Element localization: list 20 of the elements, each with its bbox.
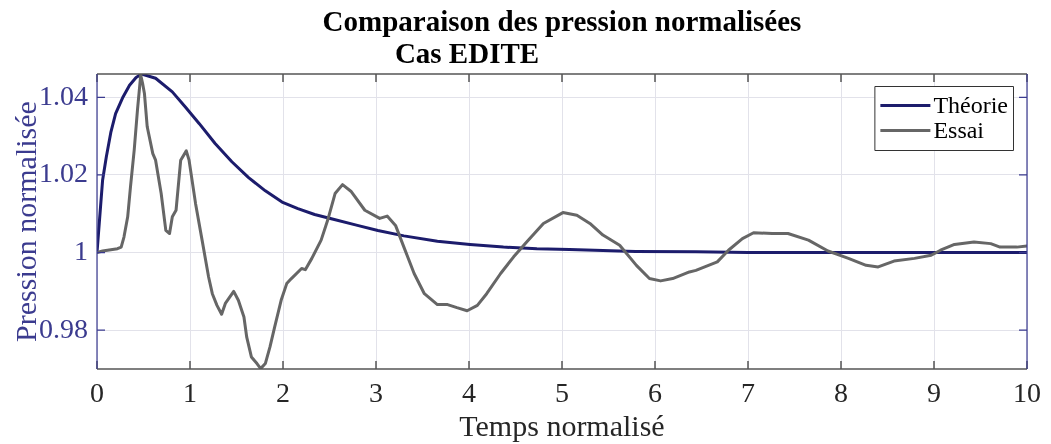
x-tick-label: 0 — [90, 376, 104, 408]
x-tick-label: 3 — [369, 376, 383, 408]
x-tick-label: 8 — [834, 376, 848, 408]
chart-title: Comparaison des pression normalisées — [322, 5, 802, 37]
x-tick-label: 6 — [648, 376, 662, 408]
y-tick-label: 0.98 — [39, 312, 88, 344]
x-tick-label: 10 — [1013, 376, 1041, 408]
legend-label: Théorie — [933, 91, 1008, 118]
x-tick-label: 4 — [462, 376, 476, 408]
chart-subtitle: Cas EDITE — [394, 37, 540, 69]
y-tick-label: 1.04 — [39, 79, 88, 111]
x-tick-label: 5 — [555, 376, 569, 408]
x-tick-label: 2 — [276, 376, 290, 408]
x-tick-label: 9 — [927, 376, 941, 408]
y-tick-label: 1 — [74, 234, 88, 266]
x-axis-title: Temps normalisé — [459, 408, 665, 442]
legend-label: Essai — [933, 116, 985, 143]
y-tick-label: 1.02 — [39, 157, 88, 189]
x-tick-label: 1 — [183, 376, 197, 408]
x-tick-label: 7 — [741, 376, 755, 408]
